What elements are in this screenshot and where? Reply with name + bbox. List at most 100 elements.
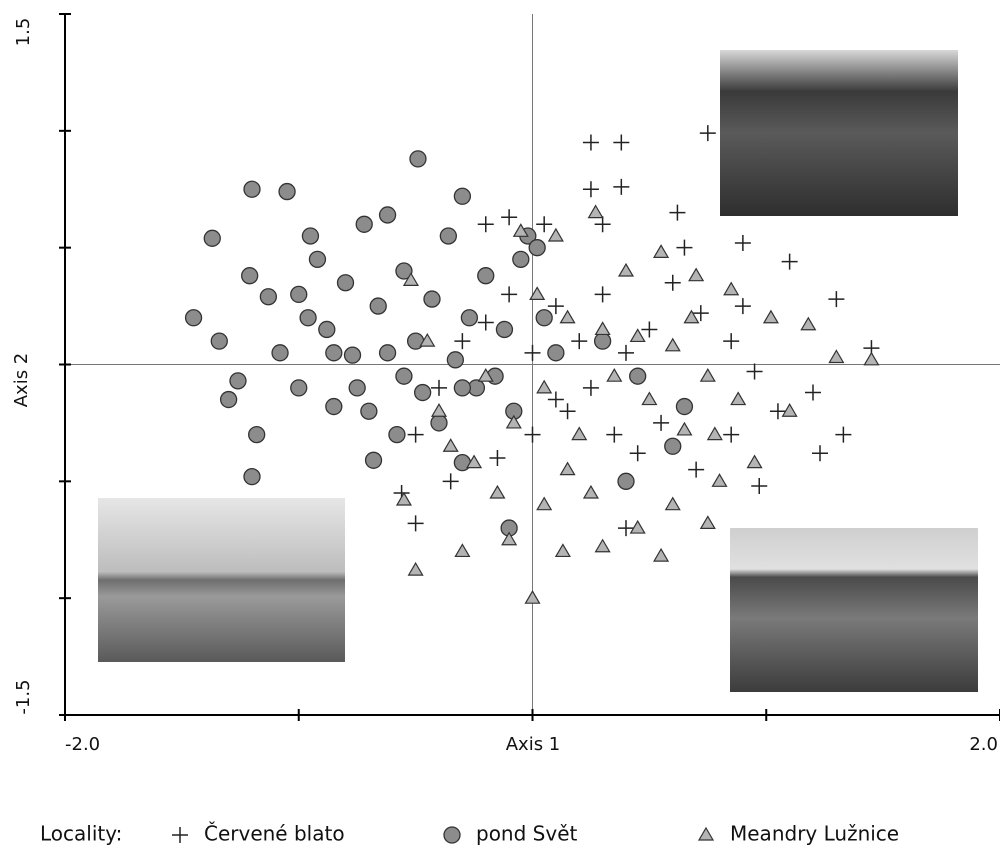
point	[723, 281, 740, 296]
point	[587, 204, 604, 219]
point	[407, 561, 424, 576]
point	[241, 267, 259, 285]
photo	[98, 498, 345, 662]
point	[723, 426, 740, 443]
point	[675, 397, 694, 416]
point	[629, 328, 646, 343]
point	[618, 520, 634, 537]
point	[423, 290, 441, 308]
point	[529, 286, 546, 300]
point	[676, 421, 693, 436]
point	[203, 229, 221, 247]
legend-title: Locality:	[40, 822, 122, 846]
point	[629, 445, 646, 462]
point	[593, 332, 612, 350]
point	[781, 253, 798, 270]
point	[395, 491, 412, 506]
point	[613, 134, 630, 151]
point	[571, 426, 588, 441]
point	[582, 134, 599, 151]
point	[355, 215, 373, 233]
point	[271, 344, 289, 362]
point	[505, 414, 522, 429]
point	[828, 291, 845, 308]
point	[243, 468, 261, 486]
legend-label: Červené blato	[204, 822, 345, 846]
point	[413, 383, 432, 402]
point	[582, 484, 599, 499]
point	[524, 344, 541, 361]
legend: Locality: Červené blato pond Svět Meandry …	[40, 822, 899, 846]
point	[863, 351, 880, 366]
point	[688, 461, 705, 478]
point	[617, 472, 635, 490]
point	[746, 454, 763, 469]
point	[769, 403, 786, 420]
point	[278, 182, 296, 201]
point	[489, 449, 506, 466]
x-tick-label: 2.0	[969, 734, 998, 755]
point	[641, 391, 658, 406]
point	[723, 333, 740, 350]
point	[501, 209, 518, 226]
point	[618, 344, 634, 361]
point	[343, 346, 362, 364]
point	[299, 309, 317, 327]
point	[664, 337, 681, 352]
point	[828, 349, 845, 364]
point	[688, 267, 705, 282]
point	[378, 206, 397, 224]
point	[594, 538, 611, 553]
point	[409, 150, 427, 168]
point	[617, 262, 635, 277]
point	[219, 390, 238, 409]
point	[325, 397, 343, 416]
point	[454, 333, 471, 350]
point	[454, 543, 471, 558]
point	[664, 437, 682, 455]
point	[762, 309, 779, 324]
point	[395, 262, 413, 280]
point	[243, 180, 261, 198]
legend-marker	[172, 827, 188, 843]
point	[582, 379, 599, 396]
point	[734, 298, 751, 315]
point	[805, 384, 821, 401]
point	[664, 496, 681, 511]
point	[547, 391, 564, 408]
point	[453, 187, 472, 205]
point	[290, 285, 308, 304]
point	[442, 473, 459, 490]
point	[290, 379, 308, 397]
point	[669, 204, 686, 221]
point	[800, 316, 817, 331]
x-tick-label: -2.0	[65, 734, 100, 755]
point	[613, 178, 630, 195]
photo	[720, 50, 958, 216]
point	[407, 515, 424, 532]
point	[559, 309, 576, 324]
point	[559, 403, 576, 420]
point	[308, 250, 327, 269]
point	[501, 531, 518, 546]
photo	[730, 528, 978, 692]
point	[430, 403, 448, 417]
point	[477, 314, 494, 331]
point	[402, 272, 419, 286]
point	[419, 332, 436, 347]
point	[446, 351, 465, 369]
point	[629, 367, 647, 385]
point	[348, 379, 366, 397]
point	[325, 344, 343, 362]
point	[653, 244, 670, 258]
point	[699, 367, 716, 382]
point	[524, 589, 541, 604]
point	[360, 402, 378, 420]
x-axis-label: Axis 1	[506, 734, 561, 755]
point	[683, 309, 700, 324]
point	[536, 496, 553, 511]
point	[477, 267, 495, 285]
legend-marker	[697, 826, 715, 841]
